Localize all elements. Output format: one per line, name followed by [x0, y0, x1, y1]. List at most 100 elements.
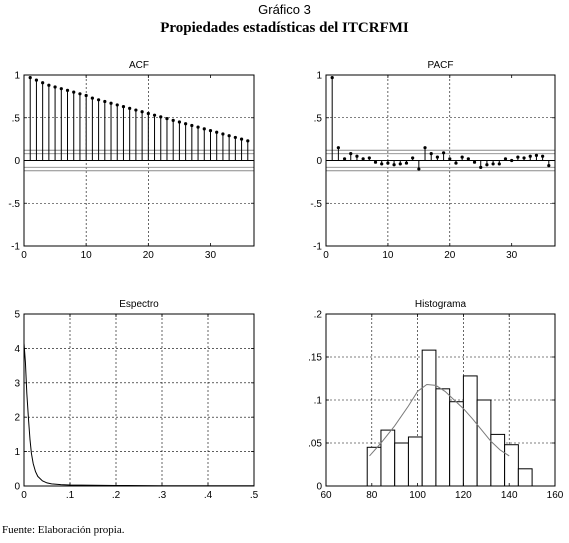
x-tick-label: 20 [444, 250, 456, 261]
y-tick-label: 1 [14, 447, 20, 458]
stem-marker [96, 98, 101, 102]
stem-marker [454, 161, 458, 165]
x-tick-label: 30 [205, 250, 217, 261]
x-tick-label: .3 [158, 490, 167, 501]
stem-marker [109, 101, 113, 105]
histogram-bar [462, 375, 478, 487]
x-tick-label: 0 [323, 250, 329, 261]
histogram-bar [435, 388, 451, 487]
stem-marker [373, 160, 378, 164]
stem-marker [128, 106, 132, 110]
stem-marker [404, 161, 409, 165]
panel-title: PACF [428, 60, 454, 71]
stem-marker [159, 115, 163, 119]
stem-marker [190, 123, 194, 128]
stem-marker [221, 132, 225, 136]
y-tick-label: 0 [316, 156, 322, 167]
stem-marker [386, 161, 390, 165]
spectrum-line [23, 343, 254, 487]
stem-marker [134, 108, 138, 112]
y-tick-label: -1 [313, 242, 322, 253]
stem-marker [239, 137, 244, 141]
x-tick-label: 80 [366, 490, 378, 501]
stem-marker [177, 120, 182, 124]
y-tick-label: .15 [308, 353, 322, 364]
stem-marker [233, 135, 237, 140]
stem-marker [47, 83, 51, 87]
x-tick-label: 100 [409, 490, 426, 501]
stem-marker [208, 128, 213, 133]
stem-marker [165, 117, 169, 121]
stem-marker [103, 99, 107, 104]
stem-marker [380, 162, 384, 166]
stem-marker [84, 93, 88, 98]
stem-marker [184, 122, 188, 126]
stem-marker [398, 162, 402, 166]
stem-marker [485, 163, 489, 167]
panel-title: Espectro [119, 299, 159, 310]
plot-frame [23, 313, 255, 487]
stem-marker [336, 146, 340, 150]
x-tick-label: 30 [506, 250, 518, 261]
stem-marker [41, 81, 45, 85]
histogram-bar [380, 429, 396, 487]
histogram-bar [490, 433, 506, 487]
stem-marker [202, 127, 206, 131]
stem-marker [65, 88, 70, 92]
x-tick-label: 0 [21, 490, 27, 501]
y-tick-label: -.5 [310, 199, 322, 210]
y-tick-label: 0 [14, 482, 20, 493]
y-tick-label: 0 [14, 156, 20, 167]
histogram-bar [476, 399, 492, 487]
x-tick-label: .1 [66, 490, 75, 501]
stem-marker [435, 155, 440, 159]
histogram-bar [407, 436, 423, 487]
stem-marker [72, 90, 76, 94]
density-curve [369, 383, 510, 457]
stem-marker [361, 157, 365, 161]
stem-marker [152, 113, 157, 117]
histogram-chart: Histograma 60 80 100 120 140 160 0 .05 .1 .15 .2 [308, 299, 564, 501]
pacf-chart: PACF 0 10 20 30 -1 -.5 0 .5 1 [310, 60, 556, 261]
x-tick-label: 10 [382, 250, 394, 261]
stem-marker [516, 155, 520, 159]
stem-marker [547, 164, 551, 168]
x-tick-label: 120 [455, 490, 472, 501]
stem-marker [417, 167, 421, 171]
stem-marker [34, 78, 39, 82]
x-tick-label: .5 [250, 490, 259, 501]
y-tick-label: 3 [14, 378, 20, 389]
y-tick-label: 4 [14, 344, 20, 355]
stem-marker [90, 96, 94, 100]
stem-marker [392, 163, 396, 167]
figure-number: Gráfico 3 [258, 2, 311, 17]
acf-chart: ACF 0 10 20 30 -1 -.5 0 .5 1 [8, 60, 255, 261]
stem-marker [441, 151, 446, 155]
stem-marker [59, 87, 63, 91]
stem-marker [528, 154, 532, 158]
spectrum-chart: Espectro 0 .1 .2 .3 .4 .5 0 1 2 3 4 5 [14, 299, 258, 501]
stem-marker [121, 105, 126, 109]
x-tick-label: 60 [320, 490, 332, 501]
y-tick-label: .5 [314, 113, 323, 124]
stem-marker [466, 157, 470, 161]
stem-marker [171, 118, 175, 122]
stem-marker [115, 103, 119, 107]
y-tick-label: .05 [308, 439, 322, 450]
stem-marker [28, 75, 32, 80]
x-tick-label: 0 [21, 250, 27, 261]
stem-marker [349, 152, 353, 156]
stem-marker [227, 134, 231, 138]
stem-marker [53, 85, 57, 89]
stem-marker [355, 154, 359, 158]
x-tick-label: 10 [81, 250, 93, 261]
stem-marker [78, 92, 82, 96]
stem-marker [423, 146, 427, 150]
y-tick-label: 0 [316, 482, 322, 493]
histogram-bar [394, 442, 409, 487]
stem-marker [330, 75, 334, 80]
y-tick-label: .1 [314, 396, 323, 407]
stem-marker [448, 157, 452, 161]
panel-title: ACF [129, 60, 149, 71]
